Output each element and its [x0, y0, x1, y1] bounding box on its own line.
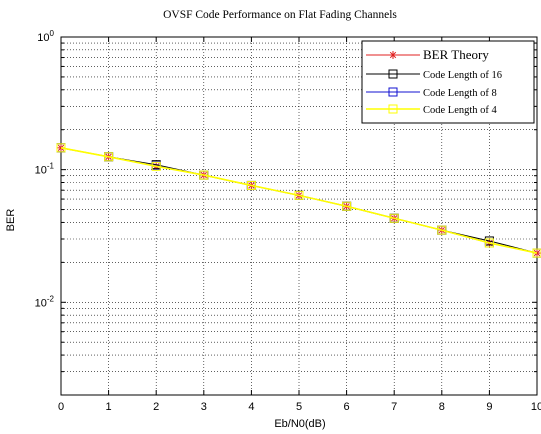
y-tick-label: 10-1	[35, 162, 55, 177]
x-tick-label: 6	[344, 401, 350, 413]
y-axis-label: BER	[5, 209, 17, 232]
y-tick-label: 10-2	[35, 294, 55, 309]
axis-ticks: 0 1 2 3 4 5 6 7 8 9 10 100 10-1 10-2	[35, 29, 541, 413]
x-tick-label: 4	[248, 401, 254, 413]
legend-label: Code Length of 4	[423, 105, 498, 116]
legend-item: Code Length of 8	[366, 87, 497, 99]
data-point	[532, 248, 541, 258]
data-point	[56, 143, 66, 153]
x-tick-label: 0	[58, 401, 64, 413]
x-tick-label: 8	[439, 401, 445, 413]
data-point	[104, 152, 114, 162]
x-tick-label: 5	[296, 401, 302, 413]
chart-title: OVSF Code Performance on Flat Fading Cha…	[163, 9, 397, 21]
x-tick-label: 3	[201, 401, 207, 413]
data-point	[437, 225, 447, 235]
y-tick-label: 100	[37, 29, 54, 44]
data-point	[388, 69, 398, 79]
legend-label: BER Theory	[423, 47, 489, 62]
x-tick-label: 9	[486, 401, 492, 413]
data-point	[388, 87, 398, 97]
series-layer	[56, 143, 541, 258]
data-point	[199, 170, 209, 180]
data-point	[388, 104, 398, 114]
legend-item: Code Length of 16	[366, 69, 502, 81]
data-point	[246, 180, 256, 190]
legend: BER Theory Code Length of 16 Code Length o…	[361, 40, 535, 124]
x-tick-label: 2	[153, 401, 159, 413]
series-3	[56, 143, 541, 258]
data-point	[389, 213, 399, 223]
x-tick-label: 10	[531, 401, 541, 413]
x-axis-label: Eb/N0(dB)	[274, 418, 325, 430]
legend-label: Code Length of 8	[423, 88, 497, 99]
series-line	[60, 147, 538, 254]
legend-label: Code Length of 16	[423, 70, 502, 81]
legend-item: BER Theory	[366, 47, 489, 62]
data-point	[342, 201, 352, 211]
x-tick-label: 7	[391, 401, 397, 413]
x-tick-label: 1	[106, 401, 112, 413]
data-point	[484, 238, 494, 248]
data-point	[389, 51, 397, 59]
data-point	[294, 190, 304, 200]
data-point	[151, 161, 161, 171]
legend-item: Code Length of 4	[366, 104, 498, 116]
